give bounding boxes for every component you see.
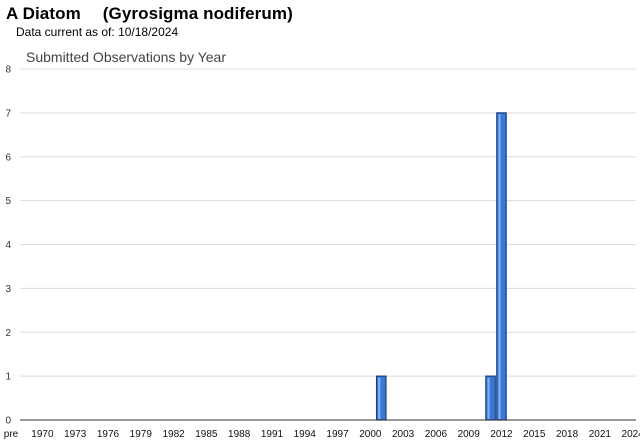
y-tick-label: 6 <box>5 152 11 163</box>
y-tick-label: 7 <box>5 108 11 119</box>
y-tick-label: 1 <box>5 372 11 383</box>
x-tick-label: 2015 <box>523 429 546 440</box>
data-current-date: 10/18/2024 <box>118 25 179 39</box>
x-tick-label: 2018 <box>556 429 579 440</box>
bar-highlight-2011 <box>487 377 490 419</box>
y-tick-label: 4 <box>5 240 11 251</box>
x-tick-label: 1988 <box>228 429 251 440</box>
x-tick-label: 1994 <box>294 429 317 440</box>
bar-2011 <box>485 375 496 421</box>
species-scientific-name: (Gyrosigma nodiferum) <box>102 4 293 23</box>
bar-highlight-2001 <box>378 377 381 419</box>
page-title: A Diatom (Gyrosigma nodiferum) <box>6 4 293 24</box>
x-tick-label: 1982 <box>162 429 185 440</box>
bar-2012 <box>496 112 507 421</box>
x-tick-label: 1973 <box>64 429 87 440</box>
x-tick-label: 2003 <box>392 429 415 440</box>
chart-gridlines <box>20 68 636 377</box>
chart-bars <box>375 112 507 421</box>
bar-highlight-2012 <box>498 114 501 419</box>
x-tick-label: 2000 <box>359 429 382 440</box>
x-tick-label: pre <box>4 429 19 440</box>
y-tick-label: 2 <box>5 328 11 339</box>
x-tick-label: 1997 <box>326 429 349 440</box>
x-tick-label: 1979 <box>130 429 153 440</box>
chart-title: Submitted Observations by Year <box>26 49 227 65</box>
x-tick-label: 1985 <box>195 429 218 440</box>
data-current-line: Data current as of: 10/18/2024 <box>16 25 178 39</box>
x-tick-label: 2009 <box>458 429 481 440</box>
y-tick-label: 3 <box>5 284 11 295</box>
bar-2001 <box>375 375 387 421</box>
data-current-label: Data current as of: <box>16 25 115 39</box>
x-tick-label: 2021 <box>589 429 612 440</box>
x-tick-label: 1976 <box>97 429 120 440</box>
species-common-name: A Diatom <box>6 4 81 23</box>
x-tick-label: 2006 <box>425 429 448 440</box>
x-tick-label: 1970 <box>31 429 54 440</box>
y-tick-label: 8 <box>5 65 11 76</box>
x-tick-label: 1991 <box>261 429 284 440</box>
y-tick-label: 5 <box>5 196 11 207</box>
x-tick-label: 2012 <box>490 429 513 440</box>
y-axis-ticks: 0 1 2 3 4 5 6 7 8 <box>5 65 11 427</box>
x-tick-label: 2024 <box>622 429 640 440</box>
x-axis-ticks: pre 1970 1973 1976 1979 1982 1985 1988 1991 1994 1… <box>4 429 640 440</box>
y-tick-label: 0 <box>5 416 11 427</box>
